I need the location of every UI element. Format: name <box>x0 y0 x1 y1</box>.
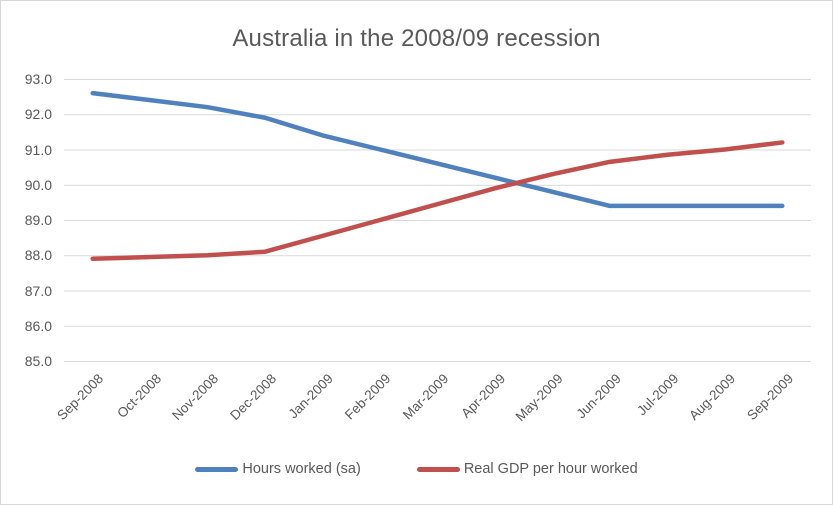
chart-title: Australia in the 2008/09 recession <box>232 25 601 52</box>
y-tick-label: 92.0 <box>24 106 52 123</box>
y-tick-label: 89.0 <box>24 212 52 228</box>
y-tick-label: 86.0 <box>24 317 52 334</box>
series-line-real-gdp-per-hour-worked <box>90 140 785 262</box>
y-tick-label: 91.0 <box>24 141 52 158</box>
legend: Hours worked (sa) Real GDP per hour worke… <box>1 459 832 479</box>
legend-label: Hours worked (sa) <box>242 461 361 477</box>
legend-item-real-gdp-per-hour-worked: Real GDP per hour worked <box>416 459 638 479</box>
y-tick-label: 93.0 <box>24 71 52 87</box>
y-tick-label: 85.0 <box>24 353 52 369</box>
legend-item-hours-worked-sa: Hours worked (sa) <box>195 459 361 479</box>
legend-swatch <box>416 466 460 472</box>
y-tick-label: 88.0 <box>24 247 52 264</box>
y-tick-label: 87.0 <box>24 282 52 299</box>
series-line-hours-worked-sa <box>90 90 785 209</box>
y-tick-label: 90.0 <box>24 176 52 193</box>
legend-label: Real GDP per hour worked <box>463 461 638 477</box>
legend-swatch <box>195 466 239 472</box>
